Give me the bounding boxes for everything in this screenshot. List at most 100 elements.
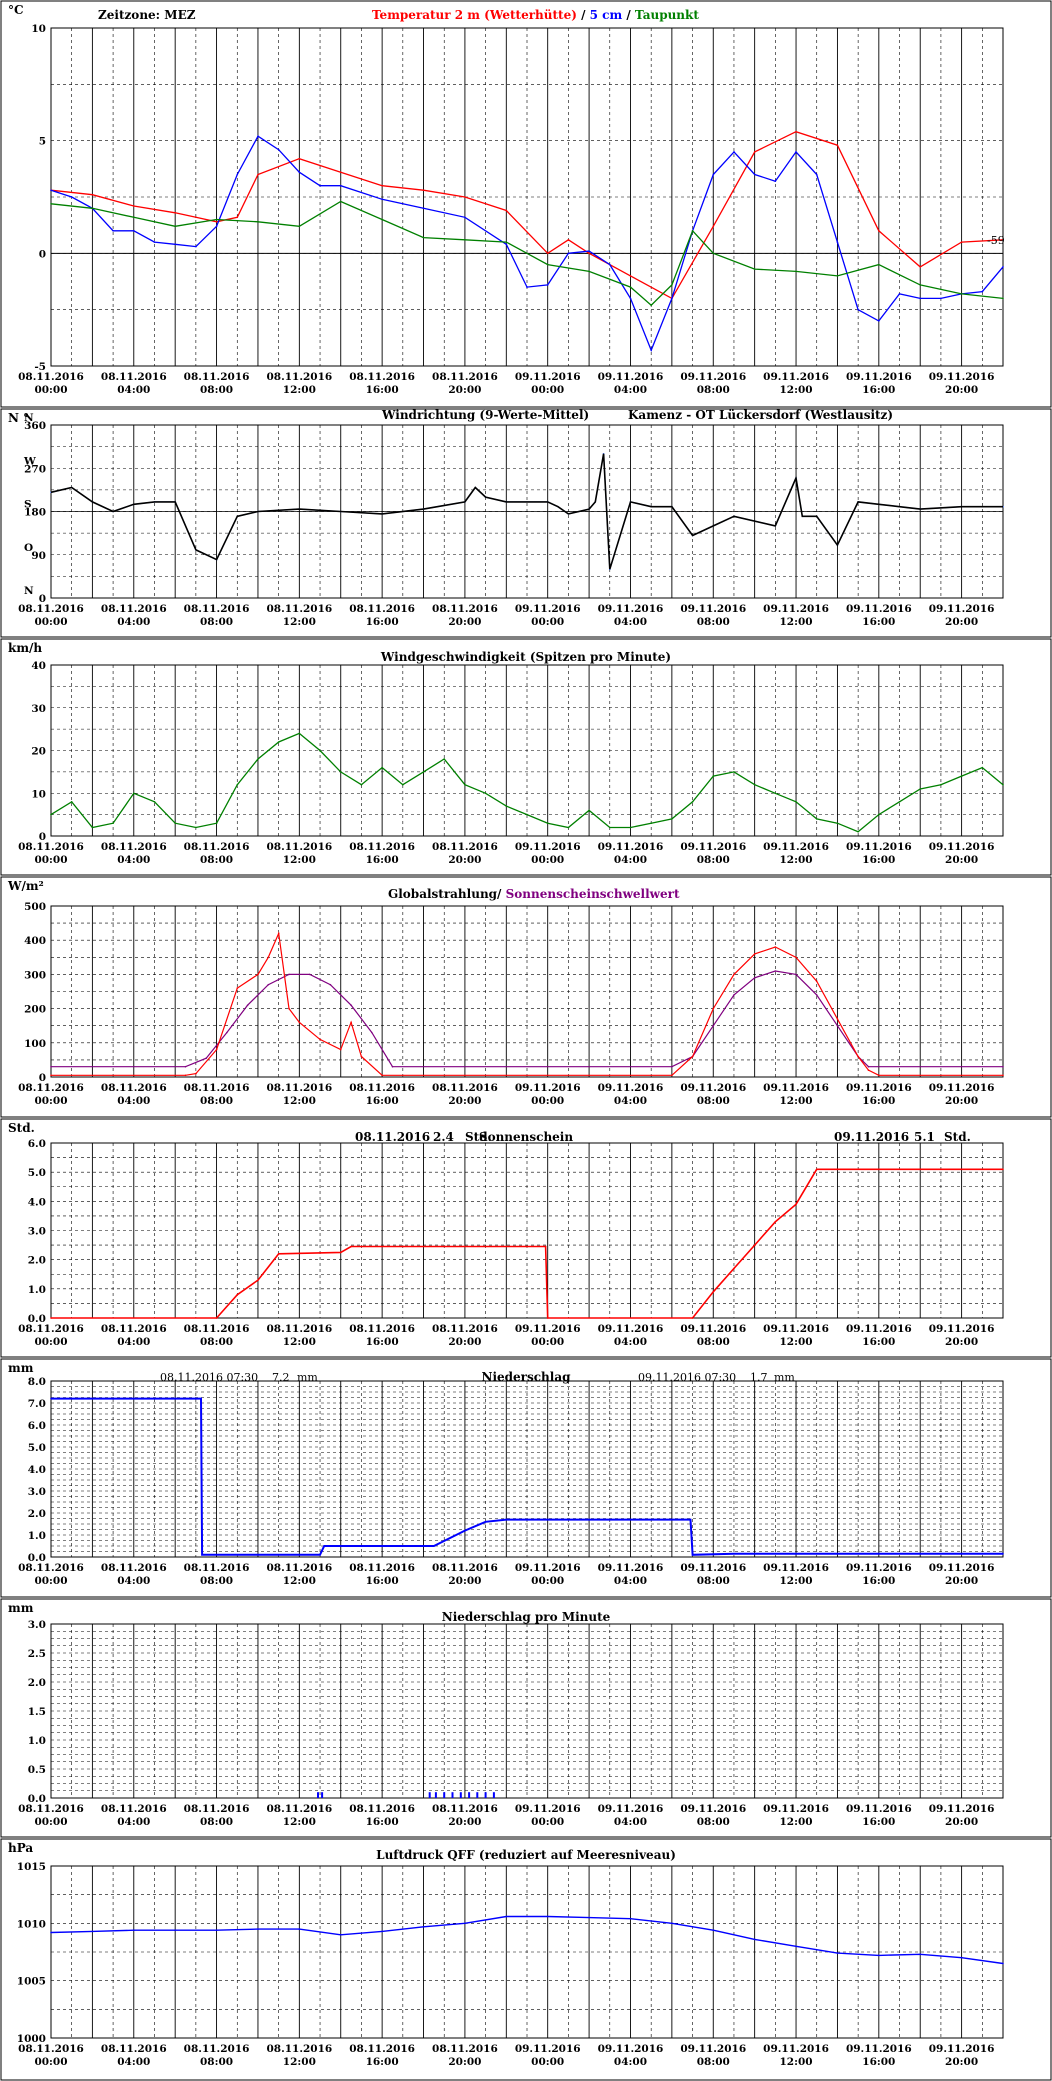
y-tick-label: 0 xyxy=(39,593,46,605)
x-tick-time: 20:00 xyxy=(945,2056,978,2068)
x-tick-time: 08:00 xyxy=(200,1816,233,1828)
series-sunshine-point xyxy=(774,1221,777,1223)
x-tick-date: 08.11.2016 xyxy=(18,603,84,615)
y-tick-label: 500 xyxy=(24,901,46,913)
series-pressure-point xyxy=(505,1915,508,1918)
x-tick-time: 08:00 xyxy=(697,1575,730,1587)
series-soil-5cm-point xyxy=(609,263,611,266)
x-tick-date: 09.11.2016 xyxy=(680,1562,746,1574)
x-tick-time: 04:00 xyxy=(614,1816,647,1828)
series-dewpoint-point xyxy=(795,270,797,273)
series-temperature-point xyxy=(836,144,839,146)
x-tick-time: 12:00 xyxy=(779,1816,812,1828)
x-tick-time: 08:00 xyxy=(697,854,730,866)
series-wind-speed-point xyxy=(70,801,73,803)
x-tick-time: 08:00 xyxy=(697,1816,730,1828)
series-soil-5cm-point xyxy=(112,230,114,232)
x-tick-time: 16:00 xyxy=(862,1816,895,1828)
x-tick-date: 08.11.2016 xyxy=(349,2043,415,2055)
series-wind-speed-point xyxy=(112,822,114,824)
x-tick-date: 08.11.2016 xyxy=(432,841,498,853)
y-tick-label: 8.0 xyxy=(28,1376,46,1388)
series-pressure-point xyxy=(629,1917,632,1920)
y-tick-label: 180 xyxy=(24,507,46,519)
plot-frame xyxy=(50,905,1004,1078)
series-wind-speed-point xyxy=(153,801,156,803)
x-tick-time: 04:00 xyxy=(117,384,150,396)
x-tick-date: 08.11.2016 xyxy=(101,1082,167,1094)
x-tick-time: 00:00 xyxy=(34,2056,67,2068)
x-tick-time: 20:00 xyxy=(448,2056,481,2068)
x-tick-time: 08:00 xyxy=(200,616,233,628)
series-global-radiation-point xyxy=(867,1069,870,1071)
series-global-radiation-point xyxy=(195,1072,197,1075)
x-tick-date: 08.11.2016 xyxy=(18,2043,84,2055)
series-wind-speed-point xyxy=(629,826,632,829)
series-soil-5cm-point xyxy=(588,250,590,252)
x-tick-date: 09.11.2016 xyxy=(515,1562,581,1574)
x-tick-time: 12:00 xyxy=(283,1095,316,1107)
series-soil-5cm-point xyxy=(215,225,218,228)
compass-label: S xyxy=(24,499,32,511)
x-tick-time: 08:00 xyxy=(200,1336,233,1348)
series-sunshine-point xyxy=(753,1244,756,1246)
x-tick-date: 08.11.2016 xyxy=(266,1562,332,1574)
x-tick-time: 20:00 xyxy=(448,616,481,628)
plot-frame xyxy=(50,1142,1004,1319)
series-global-radiation-point xyxy=(319,1038,321,1041)
y-unit-label: mm xyxy=(8,1361,34,1375)
y-tick-label: 2.0 xyxy=(28,1508,46,1520)
y-tick-label: 1.0 xyxy=(28,1530,46,1542)
series-dewpoint-point xyxy=(712,252,715,255)
x-tick-date: 08.11.2016 xyxy=(184,2043,250,2055)
series-sunshine-threshold-point xyxy=(712,1024,715,1027)
series-precipitation-point xyxy=(691,1554,694,1556)
series-sunshine-threshold-point xyxy=(205,1057,207,1059)
y-tick-label: 10 xyxy=(31,23,46,35)
series-sunshine-point xyxy=(257,1279,259,1281)
series-wind-speed-point xyxy=(277,741,280,743)
y-tick-label: 0.0 xyxy=(28,1552,46,1564)
series-global-radiation-point xyxy=(836,1018,839,1020)
series-dewpoint-point xyxy=(588,270,590,273)
x-tick-time: 04:00 xyxy=(614,384,647,396)
x-tick-time: 16:00 xyxy=(862,1095,895,1107)
y-tick-label: 300 xyxy=(24,969,46,981)
x-tick-date: 08.11.2016 xyxy=(349,841,415,853)
series-precipitation-point xyxy=(484,1521,487,1523)
x-tick-date: 08.11.2016 xyxy=(349,1562,415,1574)
precip-minute-bar xyxy=(434,1792,437,1798)
series-wind-speed-point xyxy=(50,813,52,816)
x-tick-date: 08.11.2016 xyxy=(266,371,332,383)
y-tick-label: 1010 xyxy=(17,1918,46,1930)
x-tick-time: 12:00 xyxy=(779,1095,812,1107)
series-global-radiation-point xyxy=(257,973,259,976)
y-tick-label: 0 xyxy=(39,831,46,843)
series-pressure-point xyxy=(919,1953,921,1956)
series-global-radiation-point xyxy=(671,1074,673,1077)
series-dewpoint-point xyxy=(629,286,632,288)
series-temperature-point xyxy=(236,216,239,219)
series-sunshine-threshold-point xyxy=(184,1065,187,1068)
x-tick-time: 04:00 xyxy=(117,1336,150,1348)
series-wind-speed-point xyxy=(774,792,777,795)
x-tick-date: 08.11.2016 xyxy=(266,1803,332,1815)
series-sunshine-point xyxy=(277,1253,280,1255)
x-tick-time: 12:00 xyxy=(283,1336,316,1348)
series-pressure-point xyxy=(50,1931,52,1934)
plot-frame xyxy=(50,1623,1004,1799)
day-summary-value: 7.2 xyxy=(272,1371,290,1384)
x-tick-date: 09.11.2016 xyxy=(929,1803,995,1815)
y-tick-label: 4.0 xyxy=(28,1196,46,1208)
series-temperature-point xyxy=(629,275,632,277)
series-soil-5cm-point xyxy=(70,196,73,198)
x-tick-time: 12:00 xyxy=(283,616,316,628)
series-sunshine-threshold-point xyxy=(308,973,311,976)
series-wind-speed-point xyxy=(505,805,508,807)
x-tick-date: 08.11.2016 xyxy=(101,371,167,383)
series-temperature-point xyxy=(588,252,590,255)
series-dewpoint-point xyxy=(960,293,963,295)
x-tick-time: 16:00 xyxy=(366,1095,399,1107)
